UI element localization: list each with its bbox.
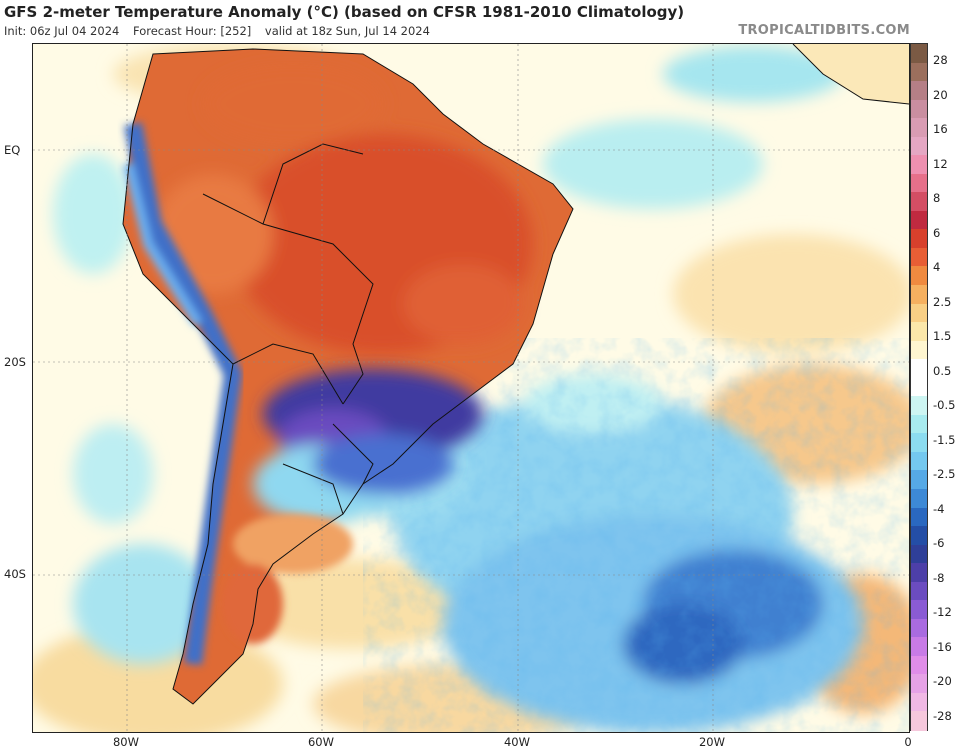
colorbar-segment — [911, 470, 927, 490]
patagonia-warm — [223, 514, 353, 644]
colorbar-segment — [911, 322, 927, 342]
colorbar-segment — [911, 674, 927, 694]
colorbar-label: 28 — [933, 53, 948, 67]
colorbar-label: -20 — [933, 674, 952, 689]
colorbar-label: -1.5 — [933, 432, 956, 447]
colorbar-label: 12 — [933, 156, 948, 171]
lat-label-20s: 20S — [4, 355, 26, 369]
colorbar-label: -12 — [933, 605, 952, 620]
valid-time: valid at 18z Sun, Jul 14 2024 — [264, 24, 430, 38]
colorbar-segment — [911, 600, 927, 620]
colorbar-segment — [911, 81, 927, 101]
colorbar-segment — [911, 563, 927, 583]
graticule — [33, 44, 909, 732]
chart-subtitle: Init: 06z Jul 04 2024 Forecast Hour: [25… — [4, 24, 440, 38]
colorbar-label: -2.5 — [933, 467, 956, 482]
colorbar-segment — [911, 507, 927, 527]
lat-label-eq: EQ — [4, 143, 21, 157]
colorbar-segment — [911, 266, 927, 286]
colorbar-label: 20 — [933, 87, 948, 102]
init-time: Init: 06z Jul 04 2024 — [4, 24, 120, 38]
colorbar-label: -28 — [933, 709, 952, 723]
colorbar-label: -16 — [933, 639, 952, 654]
chart-title: GFS 2-meter Temperature Anomaly (°C) (ba… — [4, 3, 685, 21]
andes-cold-streak — [123, 122, 243, 666]
colorbar-label: -8 — [933, 570, 945, 585]
lat-label-40s: 40S — [4, 567, 26, 581]
colorbar-label: 16 — [933, 122, 948, 137]
colorbar-segment — [911, 581, 927, 601]
colorbar-segment — [911, 210, 927, 230]
colorbar-segment — [911, 136, 927, 156]
colorbar-segment — [911, 655, 927, 675]
cold-anomaly-core — [253, 369, 483, 524]
colorbar-segment — [911, 637, 927, 657]
colorbar-label: 1.5 — [933, 329, 952, 344]
colorbar-segment — [911, 692, 927, 713]
lon-label-80w: 80W — [112, 735, 140, 749]
colorbar-segment — [911, 711, 927, 731]
colorbar-segment — [911, 396, 927, 416]
colorbar-label: -0.5 — [933, 398, 956, 413]
colorbar-label: 2.5 — [933, 294, 952, 309]
source-credit: TROPICALTIDBITS.COM — [738, 23, 910, 38]
lon-label-60w: 60W — [307, 735, 335, 749]
lon-label-0: 0 — [904, 735, 912, 749]
africa-coast — [793, 44, 909, 104]
colorbar-label: 4 — [933, 260, 941, 275]
colorbar-segment — [911, 155, 927, 175]
colorbar-segment — [911, 303, 927, 323]
colorbar-segment — [911, 544, 927, 564]
colorbar-segment — [911, 118, 927, 138]
colorbar-segment — [911, 526, 927, 546]
colorbar-segment — [911, 285, 927, 305]
map-canvas — [33, 44, 909, 732]
colorbar-segment — [911, 99, 927, 119]
colorbar-label: 8 — [933, 191, 941, 206]
colorbar-segment — [911, 62, 927, 82]
colorbar-label: -6 — [933, 536, 945, 551]
lon-label-20w: 20W — [698, 735, 726, 749]
colorbar-label: 6 — [933, 225, 941, 240]
colorbar-segment — [911, 414, 927, 434]
colorbar-segment — [911, 173, 927, 193]
colorbar-segment — [911, 44, 927, 64]
colorbar-segment — [911, 192, 927, 212]
lon-label-40w: 40W — [503, 735, 531, 749]
colorbar — [910, 43, 928, 731]
colorbar-segment — [911, 247, 927, 268]
colorbar-segment — [911, 340, 927, 360]
ocean-texture — [413, 374, 909, 732]
colorbar-label: -4 — [933, 501, 945, 516]
forecast-hour: Forecast Hour: [252] — [132, 24, 252, 38]
country-borders — [122, 44, 909, 705]
colorbar-segment — [911, 359, 927, 379]
colorbar-segment — [911, 618, 927, 638]
colorbar-segment — [911, 451, 927, 472]
colorbar-segment — [911, 488, 927, 509]
colorbar-segment — [911, 377, 927, 397]
colorbar-segment — [911, 229, 927, 249]
colorbar-label: 0.5 — [933, 363, 952, 378]
colorbar-segment — [911, 433, 927, 453]
anomaly-map[interactable] — [32, 43, 910, 733]
